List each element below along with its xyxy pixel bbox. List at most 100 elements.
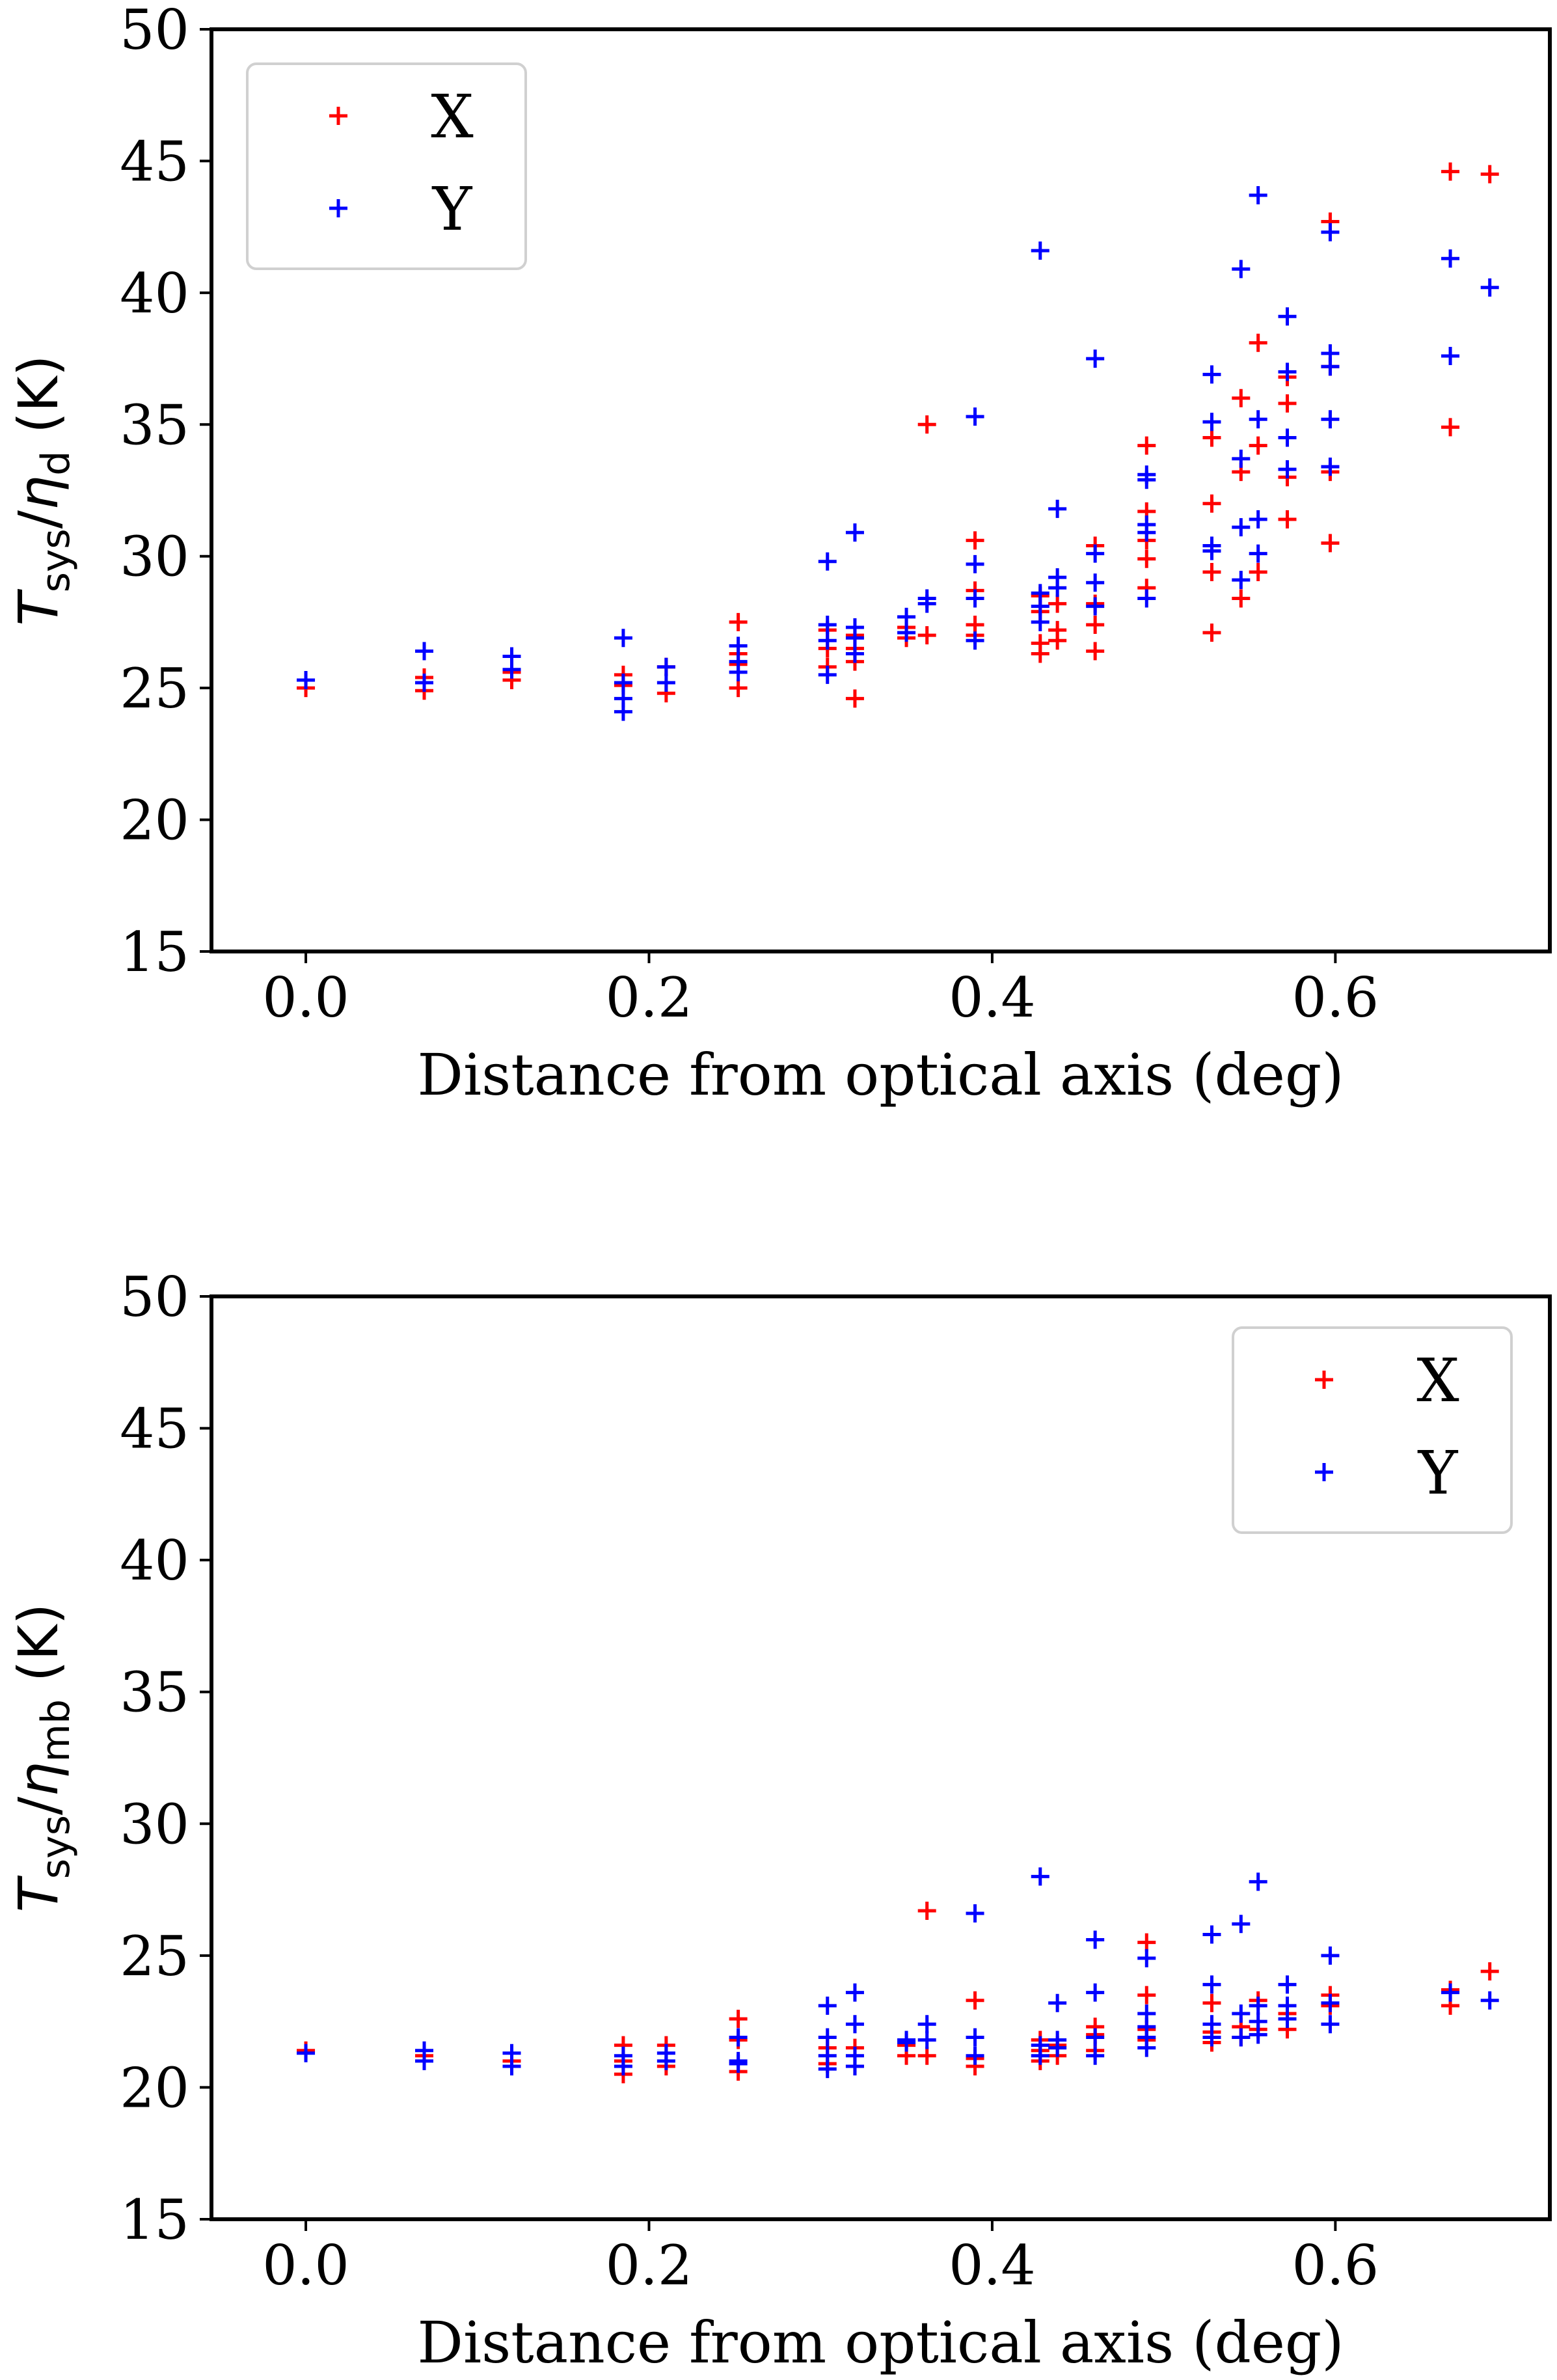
series-y [297, 1867, 1499, 2079]
data-point-y [1048, 568, 1067, 587]
data-point-y [1249, 186, 1267, 205]
data-point-y [1232, 1915, 1251, 1934]
data-point-y [1031, 584, 1049, 603]
data-point-y [415, 674, 434, 692]
data-point-y [1278, 1975, 1297, 1994]
data-point-y [614, 689, 632, 708]
data-point-y [1321, 344, 1340, 362]
y-tick-label: 35 [120, 393, 189, 457]
data-point-y [845, 2015, 864, 2034]
legend-marker-x [1315, 1371, 1333, 1389]
y-axis-label: Tsys/ηd (K) [7, 355, 79, 625]
data-point-y [1137, 465, 1156, 484]
data-point-y [1202, 1975, 1221, 1994]
data-point-y [1249, 410, 1267, 429]
data-point-y [1278, 362, 1297, 381]
data-point-x [1480, 1962, 1499, 1981]
y-tick-label: 45 [120, 1397, 189, 1461]
data-point-x [917, 626, 936, 645]
data-point-x [1202, 623, 1221, 642]
y-tick-label: 35 [120, 1661, 189, 1725]
y-tick-label: 20 [120, 2056, 189, 2120]
data-point-y [1249, 1996, 1267, 2015]
data-point-x [1137, 1933, 1156, 1952]
data-point-x [1137, 436, 1156, 455]
data-point-y [1232, 260, 1251, 279]
x-tick-label: 0.6 [1292, 966, 1379, 1030]
x-axis-label: Distance from optical axis (deg) [417, 2309, 1344, 2376]
legend-marker-y [1315, 1463, 1333, 1481]
data-point-y [966, 589, 984, 608]
data-point-y [1232, 2004, 1251, 2023]
data-point-x [1031, 634, 1049, 653]
data-point-x [917, 415, 936, 434]
data-point-x [1202, 494, 1221, 513]
legend-label-y: Y [431, 174, 473, 244]
data-point-y [1441, 249, 1460, 268]
data-point-y [1086, 1983, 1105, 2002]
data-point-y [1278, 307, 1297, 326]
data-point-y [1480, 1991, 1499, 2010]
data-point-x [966, 615, 984, 634]
data-point-y [657, 674, 675, 692]
data-point-y [1086, 349, 1105, 368]
data-point-y [1278, 460, 1297, 479]
data-point-y [297, 671, 316, 689]
data-point-y [1137, 515, 1156, 534]
data-point-y [1137, 1949, 1156, 1967]
data-point-x [1232, 589, 1251, 608]
data-point-y [1232, 2028, 1251, 2047]
data-point-y [1321, 223, 1340, 241]
data-point-y [897, 623, 916, 642]
data-point-x [1048, 594, 1067, 613]
data-point-y [1086, 1930, 1105, 1949]
data-point-x [1249, 333, 1267, 352]
data-point-y [1031, 612, 1049, 631]
data-point-y [1480, 278, 1499, 297]
y-tick-label: 50 [120, 1265, 189, 1329]
chart-1: 15 20 25 30 35 40 45 50 0.0 0.2 0.4 0.6 XY Distance f… [7, 0, 1552, 1108]
data-point-x [1202, 1993, 1221, 2012]
x-tick-label: 0.4 [949, 966, 1036, 1030]
data-point-y [502, 647, 521, 666]
data-point-y [966, 2046, 984, 2065]
data-point-y [1202, 365, 1221, 384]
data-point-x [1249, 563, 1267, 582]
data-point-y [917, 589, 936, 608]
data-point-y [729, 636, 748, 655]
data-point-y [729, 2028, 748, 2047]
data-point-y [917, 2015, 936, 2034]
data-point-x [1480, 165, 1499, 184]
y-tick-label: 45 [120, 130, 189, 193]
data-point-x [966, 1991, 984, 2010]
data-point-x [1086, 615, 1105, 634]
data-point-x [1249, 436, 1267, 455]
x-tick-label: 0.0 [262, 966, 349, 1030]
data-point-x [1137, 549, 1156, 568]
x-tick-label: 0.2 [606, 2234, 693, 2297]
data-point-x [1441, 162, 1460, 181]
data-point-y [1048, 499, 1067, 518]
x-tick-label: 0.6 [1292, 2234, 1379, 2297]
legend: XY [1232, 1326, 1513, 1534]
plot-frame [210, 1294, 1552, 2221]
data-point-y [917, 2031, 936, 2049]
data-point-x [729, 2010, 748, 2029]
data-point-y [1321, 458, 1340, 476]
y-tick-label: 15 [120, 2188, 189, 2252]
data-point-y [1202, 536, 1221, 555]
data-point-y [1086, 2046, 1105, 2065]
data-point-y [818, 631, 837, 650]
data-point-y [1086, 2028, 1105, 2047]
data-point-x [966, 531, 984, 550]
data-point-y [966, 2028, 984, 2047]
data-point-y [897, 2031, 916, 2049]
data-point-x [1137, 1986, 1156, 2004]
data-point-y [1249, 544, 1267, 563]
series-y [297, 186, 1499, 721]
data-point-y [614, 2046, 632, 2065]
chart-2: 15 20 25 30 35 40 45 50 0.0 0.2 0.4 0.6 XY Distance f… [7, 1265, 1552, 2376]
x-tick-label: 0.4 [949, 2234, 1036, 2297]
data-point-y [1249, 510, 1267, 529]
data-point-y [614, 674, 632, 692]
